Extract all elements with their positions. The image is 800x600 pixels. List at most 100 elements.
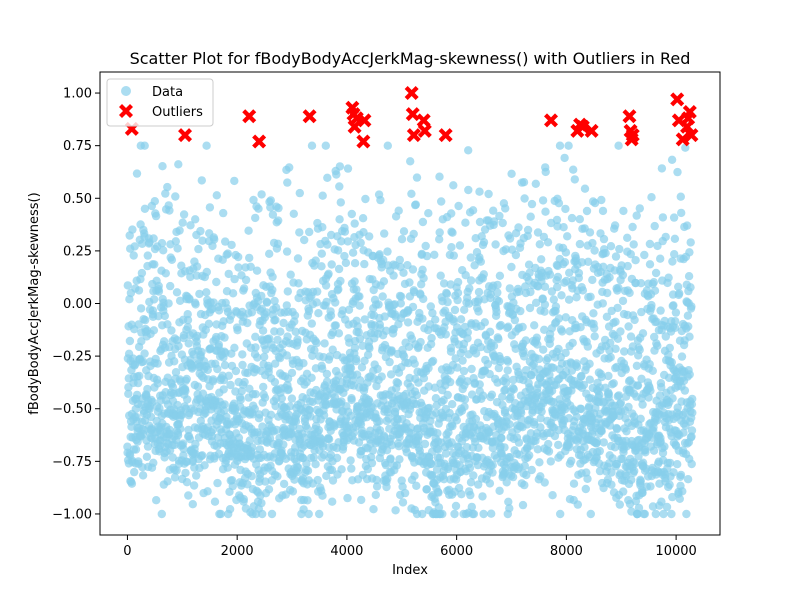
data-point — [546, 457, 555, 466]
data-point — [383, 474, 392, 483]
data-point — [240, 377, 249, 387]
data-point — [358, 214, 368, 223]
data-point — [293, 254, 303, 263]
data-point — [519, 178, 529, 187]
data-point — [571, 254, 581, 263]
data-point — [318, 191, 327, 200]
data-point — [465, 463, 475, 473]
outlier-point — [670, 92, 685, 107]
data-point — [620, 347, 629, 356]
data-point — [270, 327, 279, 336]
data-point — [441, 330, 450, 339]
data-point — [125, 336, 135, 346]
data-point — [327, 260, 336, 269]
data-point — [138, 239, 147, 248]
data-point — [134, 320, 143, 329]
data-point — [488, 468, 497, 477]
data-point — [435, 235, 444, 244]
data-point — [560, 258, 570, 267]
data-point — [363, 350, 373, 359]
data-point — [677, 352, 687, 361]
data-point — [535, 458, 544, 467]
data-point — [338, 306, 347, 315]
data-point — [669, 301, 678, 310]
data-point — [493, 288, 502, 297]
data-point — [673, 403, 682, 412]
data-point — [530, 321, 539, 330]
data-point — [383, 247, 392, 256]
data-point — [236, 395, 245, 404]
data-point — [667, 509, 676, 519]
data-point — [307, 141, 317, 150]
data-point — [403, 318, 413, 327]
data-point — [331, 298, 340, 307]
data-point — [343, 493, 352, 503]
x-tick-label: 8000 — [550, 544, 583, 559]
data-point — [134, 286, 144, 295]
data-point — [139, 357, 148, 366]
data-point — [442, 289, 452, 299]
data-point — [268, 285, 277, 295]
data-point — [182, 478, 192, 487]
data-point — [249, 195, 258, 205]
data-point — [439, 475, 449, 484]
data-point — [337, 465, 346, 474]
data-point — [173, 431, 183, 440]
outlier-point — [178, 128, 193, 143]
data-point — [334, 329, 344, 338]
data-point — [284, 385, 293, 394]
data-point — [418, 314, 427, 323]
data-point — [430, 250, 439, 259]
data-point — [148, 306, 158, 315]
data-point — [494, 363, 503, 373]
data-point — [563, 232, 572, 241]
data-point — [461, 271, 470, 280]
data-point — [259, 382, 268, 392]
data-point — [257, 498, 266, 508]
data-point — [595, 390, 604, 400]
data-point — [634, 503, 644, 513]
data-point — [173, 244, 182, 253]
data-point — [478, 492, 487, 501]
data-point — [271, 359, 280, 368]
data-point — [124, 389, 133, 398]
data-point — [343, 237, 352, 246]
data-point — [526, 212, 535, 221]
data-point — [428, 308, 437, 318]
data-point — [474, 307, 483, 316]
data-point — [448, 421, 457, 431]
data-point — [317, 262, 326, 271]
data-point — [307, 373, 316, 382]
data-point — [398, 482, 407, 491]
data-point — [540, 282, 550, 291]
data-point — [140, 349, 149, 358]
data-point — [647, 300, 656, 310]
data-point — [170, 473, 180, 482]
data-point — [389, 271, 398, 280]
data-point — [651, 268, 661, 278]
data-point — [279, 440, 288, 449]
data-point — [397, 292, 406, 301]
data-point — [131, 445, 141, 454]
data-point — [287, 394, 297, 403]
data-point — [669, 468, 678, 477]
data-point — [299, 359, 308, 368]
data-point — [213, 364, 222, 374]
data-point — [404, 342, 414, 351]
outlier-point — [357, 113, 372, 128]
data-point — [640, 250, 649, 260]
data-point — [498, 392, 507, 401]
data-point — [460, 402, 469, 411]
data-point — [607, 468, 616, 477]
data-point — [518, 500, 528, 510]
data-point — [610, 221, 620, 230]
data-point — [531, 298, 541, 307]
data-point — [544, 439, 553, 449]
data-point — [540, 325, 549, 334]
data-point — [574, 268, 584, 278]
data-point — [683, 311, 693, 320]
data-point — [295, 228, 304, 237]
data-point — [684, 272, 694, 281]
data-point — [467, 364, 476, 374]
data-point — [626, 250, 635, 259]
